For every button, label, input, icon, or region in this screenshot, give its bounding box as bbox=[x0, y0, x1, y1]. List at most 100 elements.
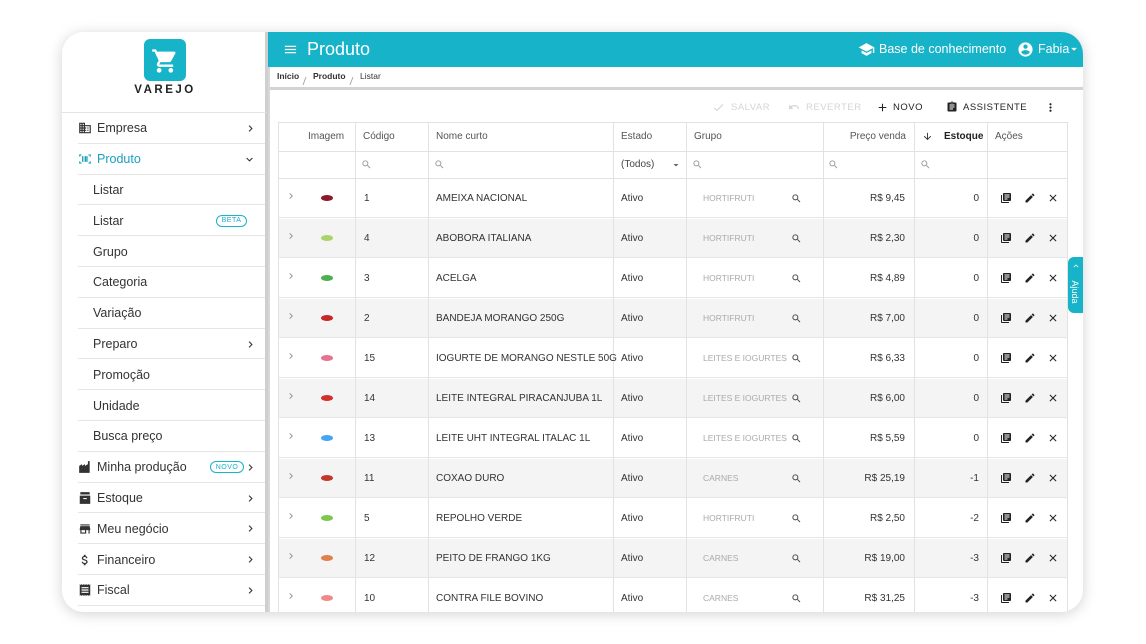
edit-button[interactable] bbox=[1024, 392, 1036, 404]
duplicate-button[interactable] bbox=[1000, 192, 1012, 204]
duplicate-button[interactable] bbox=[1000, 352, 1012, 364]
expand-row[interactable] bbox=[285, 270, 297, 282]
group-search[interactable] bbox=[791, 353, 802, 364]
submenu-item[interactable]: Busca preço bbox=[93, 429, 163, 444]
breadcrumb-item[interactable]: Produto bbox=[313, 71, 346, 81]
column-header[interactable]: Preço venda bbox=[849, 131, 906, 142]
menu-item[interactable]: Minha produção bbox=[97, 460, 187, 475]
edit-button[interactable] bbox=[1024, 312, 1036, 324]
edit-button[interactable] bbox=[1024, 512, 1036, 524]
duplicate-button[interactable] bbox=[1000, 552, 1012, 564]
delete-button[interactable] bbox=[1047, 552, 1059, 564]
knowledge-link[interactable]: Base de conhecimento bbox=[879, 42, 1007, 56]
duplicate-button[interactable] bbox=[1000, 592, 1012, 604]
delete-button[interactable] bbox=[1047, 432, 1059, 444]
submenu-item[interactable]: Listar bbox=[93, 213, 124, 228]
expand-row[interactable] bbox=[285, 590, 297, 602]
submenu-item[interactable]: Unidade bbox=[93, 398, 140, 413]
edit-button[interactable] bbox=[1024, 272, 1036, 284]
duplicate-button[interactable] bbox=[1000, 392, 1012, 404]
more-button[interactable] bbox=[1044, 101, 1057, 114]
delete-button[interactable] bbox=[1047, 312, 1059, 324]
delete-button[interactable] bbox=[1047, 352, 1059, 364]
submenu-item[interactable]: Listar bbox=[93, 182, 124, 197]
delete-button[interactable] bbox=[1047, 592, 1059, 604]
menu-button[interactable] bbox=[283, 42, 298, 57]
column-header[interactable]: Ações bbox=[995, 131, 1023, 142]
delete-button[interactable] bbox=[1047, 232, 1059, 244]
filter-search[interactable] bbox=[361, 159, 372, 170]
delete-button[interactable] bbox=[1047, 512, 1059, 524]
group-search[interactable] bbox=[791, 433, 802, 444]
menu-item[interactable]: Empresa bbox=[97, 121, 148, 136]
filter-search[interactable] bbox=[920, 159, 931, 170]
help-chevron[interactable] bbox=[1071, 261, 1081, 271]
column-header[interactable]: Nome curto bbox=[436, 131, 488, 142]
delete-button[interactable] bbox=[1047, 472, 1059, 484]
duplicate-button[interactable] bbox=[1000, 232, 1012, 244]
submenu-item[interactable]: Preparo bbox=[93, 336, 138, 351]
help-tab-label[interactable]: Ajuda bbox=[1070, 280, 1080, 304]
filter-search[interactable] bbox=[828, 159, 839, 170]
filter-search[interactable] bbox=[434, 159, 445, 170]
expand-row[interactable] bbox=[285, 510, 297, 522]
column-header[interactable]: Estoque bbox=[944, 131, 984, 142]
menu-item[interactable]: Estoque bbox=[97, 490, 143, 505]
edit-button[interactable] bbox=[1024, 592, 1036, 604]
duplicate-button[interactable] bbox=[1000, 312, 1012, 324]
revert-button[interactable]: REVERTER bbox=[806, 101, 862, 113]
edit-button[interactable] bbox=[1024, 432, 1036, 444]
expand-row[interactable] bbox=[285, 310, 297, 322]
group-search[interactable] bbox=[791, 313, 802, 324]
column-header[interactable]: Estado bbox=[621, 131, 653, 142]
edit-button[interactable] bbox=[1024, 232, 1036, 244]
state-filter-caret[interactable] bbox=[670, 159, 682, 171]
group-search[interactable] bbox=[791, 233, 802, 244]
delete-button[interactable] bbox=[1047, 392, 1059, 404]
submenu-item[interactable]: Promoção bbox=[93, 367, 150, 382]
submenu-item[interactable]: Variação bbox=[93, 306, 142, 321]
column-header[interactable]: Código bbox=[363, 131, 395, 142]
edit-button[interactable] bbox=[1024, 472, 1036, 484]
delete-button[interactable] bbox=[1047, 192, 1059, 204]
expand-row[interactable] bbox=[285, 430, 297, 442]
duplicate-button[interactable] bbox=[1000, 472, 1012, 484]
save-button[interactable]: SALVAR bbox=[731, 101, 771, 113]
menu-item[interactable]: Financeiro bbox=[97, 552, 156, 567]
duplicate-button[interactable] bbox=[1000, 512, 1012, 524]
filter-search[interactable] bbox=[692, 159, 703, 170]
user-name[interactable]: Fabia bbox=[1038, 42, 1070, 56]
expand-row[interactable] bbox=[285, 190, 297, 202]
menu-item[interactable]: Meu negócio bbox=[97, 521, 169, 536]
menu-item[interactable]: Produto bbox=[97, 152, 141, 167]
expand-row[interactable] bbox=[285, 390, 297, 402]
duplicate-button[interactable] bbox=[1000, 272, 1012, 284]
assistant-button[interactable]: ASSISTENTE bbox=[963, 101, 1028, 113]
submenu-item[interactable]: Categoria bbox=[93, 275, 148, 290]
column-header[interactable]: Grupo bbox=[694, 131, 722, 142]
group-search[interactable] bbox=[791, 473, 802, 484]
expand-row[interactable] bbox=[285, 350, 297, 362]
expand-row[interactable] bbox=[285, 470, 297, 482]
column-header[interactable]: Imagem bbox=[308, 131, 345, 142]
user-caret[interactable] bbox=[1067, 42, 1081, 56]
new-button[interactable]: NOVO bbox=[893, 101, 923, 113]
breadcrumb-item[interactable]: Início bbox=[277, 71, 300, 81]
delete-button[interactable] bbox=[1047, 272, 1059, 284]
group-search[interactable] bbox=[791, 553, 802, 564]
edit-button[interactable] bbox=[1024, 552, 1036, 564]
group-search[interactable] bbox=[791, 193, 802, 204]
group-search[interactable] bbox=[791, 593, 802, 604]
state-filter[interactable]: (Todos) bbox=[621, 159, 655, 170]
help-tab[interactable] bbox=[1068, 257, 1083, 313]
group-search[interactable] bbox=[791, 273, 802, 284]
edit-button[interactable] bbox=[1024, 352, 1036, 364]
submenu-item[interactable]: Grupo bbox=[93, 244, 128, 259]
duplicate-button[interactable] bbox=[1000, 432, 1012, 444]
group-search[interactable] bbox=[791, 513, 802, 524]
expand-row[interactable] bbox=[285, 230, 297, 242]
expand-row[interactable] bbox=[285, 550, 297, 562]
edit-button[interactable] bbox=[1024, 192, 1036, 204]
menu-item[interactable]: Fiscal bbox=[97, 583, 130, 598]
group-search[interactable] bbox=[791, 393, 802, 404]
